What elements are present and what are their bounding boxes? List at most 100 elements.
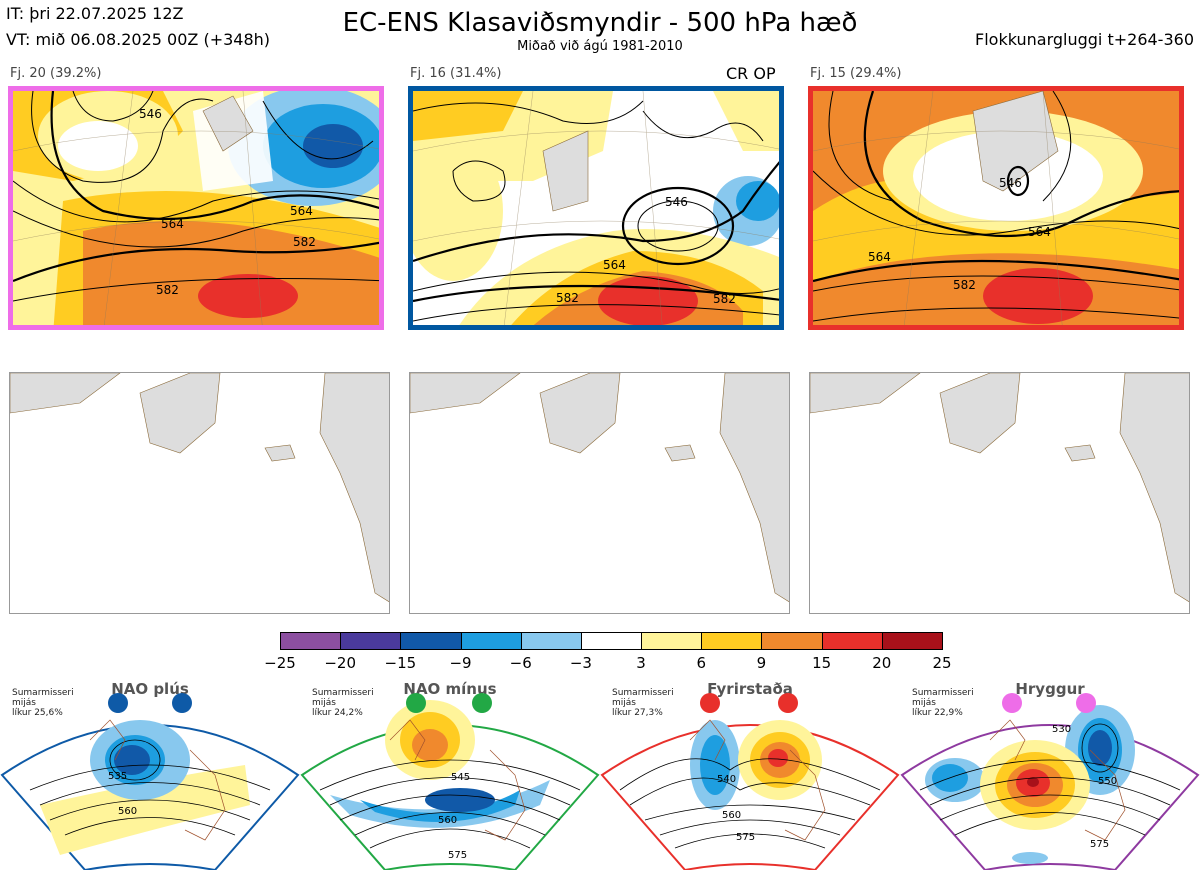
anomaly-field (713, 91, 779, 151)
isohypse-lines (813, 91, 1179, 322)
svg-text:530: 530 (1052, 724, 1071, 735)
colorbar-bin (460, 632, 522, 650)
cluster-label-1: Fj. 20 (39.2%) (10, 66, 102, 81)
land-europe (319, 373, 389, 603)
regime-season: Sumarmisseri mijás líkur 22,9% (912, 688, 974, 718)
regime-marker-dot (778, 693, 798, 713)
colorbar-tick-label: −15 (384, 654, 417, 672)
anomaly-field (303, 124, 363, 168)
colorbar-tick-label: −9 (449, 654, 472, 672)
regime-name: NAO mínus (403, 680, 497, 698)
land-iceland (664, 444, 696, 462)
contour-label: 582 (156, 283, 179, 297)
isohypse-main (813, 91, 1179, 283)
cluster-map-3[interactable]: 546 564 564 582 (808, 86, 1184, 330)
cluster-map-2[interactable]: 546 564 582 582 (408, 86, 784, 330)
regime-marker-dot (172, 693, 192, 713)
land-greenland (972, 91, 1059, 192)
regime-season: Sumarmisseri mijás líkur 27,3% (612, 688, 674, 718)
land-greenland (539, 373, 621, 454)
colorbar-tick-label: 20 (872, 654, 892, 672)
cluster-map-1-plot: 564 564 582 582 546 (13, 91, 379, 325)
land-iceland (1064, 444, 1096, 462)
regime-marker-dot (472, 693, 492, 713)
contour-label: 582 (953, 278, 976, 292)
page-subtitle: Miðað við ágú 1981-2010 (517, 39, 683, 54)
page-title: EC-ENS Klasaviðsmyndir - 500 hPa hæð (342, 8, 858, 38)
colorbar-bin (881, 632, 943, 650)
regime-map: 530 550 575 (900, 705, 1200, 870)
cluster-map-1[interactable]: 564 564 582 582 546 (8, 86, 384, 330)
regime-marker-dot (1002, 693, 1022, 713)
svg-text:560: 560 (118, 806, 137, 817)
regime-nao-minus[interactable]: 545 560 575 NAO mínus Sumarmisseri mijás l… (300, 680, 600, 870)
regime-hryggur[interactable]: 530 550 575 Hryggur Sumarmisseri mijás lík… (900, 680, 1200, 870)
contour-label: 582 (713, 292, 736, 306)
classification-window: Flokkunargluggi t+264-360 (975, 30, 1194, 49)
land-canada (410, 373, 521, 414)
anomaly-field (58, 121, 138, 171)
contour-label: 582 (556, 291, 579, 305)
land-canada (810, 373, 921, 414)
regime-season: Sumarmisseri mijás líkur 25,6% (12, 688, 74, 718)
colorbar-bin (761, 632, 823, 650)
member-map-2-plot (410, 373, 789, 603)
member-map-3[interactable] (809, 372, 1190, 614)
colorbar (280, 632, 943, 650)
land-europe (1119, 373, 1189, 603)
anomaly-field (413, 141, 503, 281)
contour-label: 564 (161, 217, 184, 231)
colorbar-bin (520, 632, 582, 650)
anomaly-field (198, 274, 298, 318)
colorbar-tick-label: 6 (696, 654, 707, 672)
regime-map: 535 560 (0, 719, 300, 870)
colorbar-bin (280, 632, 342, 650)
land-greenland (139, 373, 221, 454)
land-europe (719, 373, 789, 603)
land-greenland (939, 373, 1021, 454)
graticule (413, 91, 779, 325)
regime-fyrirstada[interactable]: 540 560 575 Fyrirstaða Sumarmisseri mijás… (600, 680, 900, 870)
contour-label: 546 (665, 195, 688, 209)
cluster-label-3: Fj. 15 (29.4%) (810, 66, 902, 81)
regime-marker-dot (700, 693, 720, 713)
member-map-1-plot (10, 373, 389, 603)
graticule (813, 91, 1179, 325)
member-map-3-plot (810, 373, 1189, 603)
regime-name: Fyrirstaða (707, 680, 793, 698)
colorbar-tick-label: −25 (264, 654, 296, 672)
svg-text:545: 545 (451, 772, 470, 783)
colorbar-tick-label: 25 (932, 654, 952, 672)
colorbar-tick-label: −20 (324, 654, 356, 672)
land-greenland (202, 95, 254, 152)
contour-label: 564 (290, 204, 313, 218)
regime-name: NAO plús (111, 680, 189, 698)
contour-label: 546 (999, 176, 1022, 190)
contour-label: 582 (293, 235, 316, 249)
colorbar-tick-label: 9 (756, 654, 767, 672)
colorbar-bin (821, 632, 883, 650)
regime-marker-dot (1076, 693, 1096, 713)
cluster-map-2-plot: 546 564 582 582 (413, 91, 779, 325)
member-map-2[interactable] (409, 372, 790, 614)
colorbar-bin (400, 632, 462, 650)
init-time: IT: þri 22.07.2025 12Z (6, 4, 184, 23)
member-map-1[interactable] (9, 372, 390, 614)
contour-label: 546 (139, 107, 162, 121)
svg-text:540: 540 (717, 774, 736, 785)
colorbar-tick-label: 15 (812, 654, 832, 672)
regime-map: 545 560 575 (300, 700, 600, 870)
regime-nao-plus[interactable]: 535 560 NAO plús Sumarmisseri mijás líkur … (0, 680, 300, 870)
colorbar-bin (641, 632, 703, 650)
colorbar-tick-label: −3 (569, 654, 592, 672)
isohypse-main (13, 91, 379, 283)
svg-text:575: 575 (736, 832, 755, 843)
cluster-map-3-plot: 546 564 564 582 (813, 91, 1179, 325)
regime-marker-dot (108, 693, 128, 713)
land-greenland (542, 130, 589, 212)
svg-text:560: 560 (438, 815, 457, 826)
graticule (13, 91, 379, 325)
colorbar-bin (580, 632, 643, 650)
regime-name: Hryggur (1015, 680, 1085, 698)
svg-text:575: 575 (448, 850, 467, 861)
